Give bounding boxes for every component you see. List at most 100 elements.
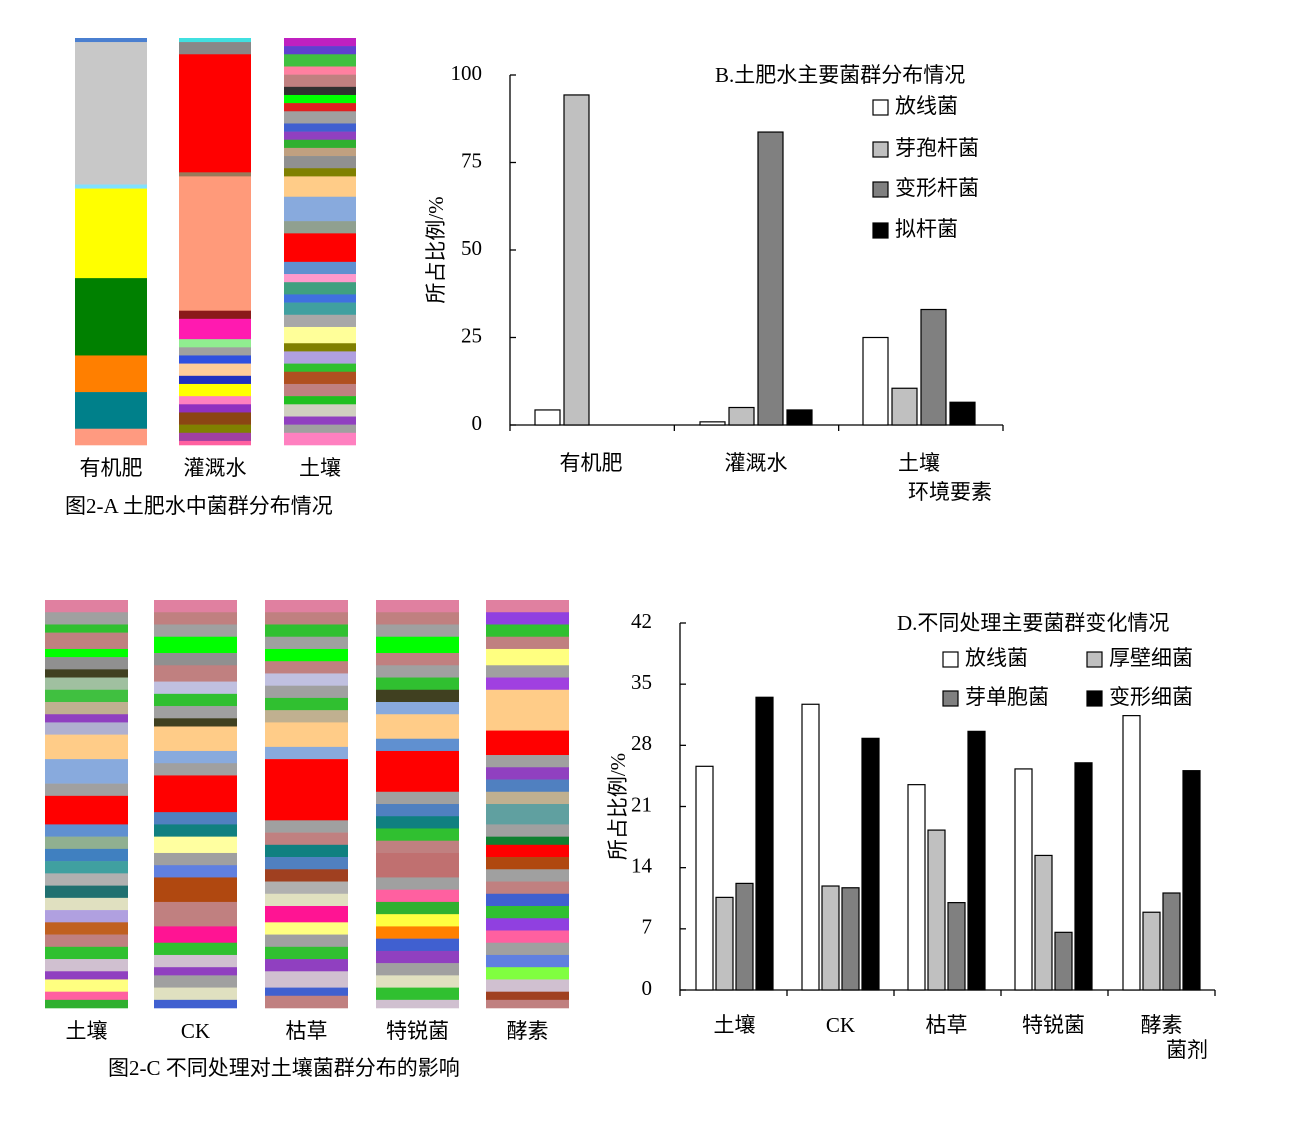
legend-swatch [942,651,959,668]
stripe [179,310,251,320]
stripe [376,828,459,842]
stripe [376,791,459,805]
y-tick-label: 21 [631,792,652,816]
y-tick-label: 42 [631,609,652,633]
stripe [486,767,569,780]
stripe [265,971,348,988]
stripe [45,873,128,886]
stripe [179,383,251,397]
stripe [376,877,459,890]
bar [920,308,947,426]
y-tick-label: 0 [472,411,483,435]
category-label: 有机肥 [560,451,623,475]
stripe [486,677,569,691]
stripe [486,918,569,931]
stripe [45,922,128,935]
stripe [284,282,356,295]
legend-label: 变形细菌 [1109,685,1193,709]
stripe [265,934,348,948]
stripe [179,339,251,348]
stripe [75,38,147,43]
category-label: 特锐菌 [386,1019,449,1043]
stripe [284,196,356,222]
stripe [179,432,251,442]
stripe [45,657,128,670]
stripe [265,844,348,858]
category-label: 酵素 [1141,1013,1183,1037]
y-tick-label: 14 [631,853,653,877]
stripe [265,857,348,870]
bar [786,409,813,426]
bar [715,896,734,991]
stripe [75,188,147,279]
bar [1014,768,1033,991]
legend-label: 变形杆菌 [895,176,979,200]
stripe [45,897,128,911]
stripe [75,184,147,189]
stripe [284,147,356,157]
stripe [284,363,356,373]
stripe [265,600,348,613]
bar [1054,931,1073,991]
stripe [284,432,356,446]
stripe [376,750,459,793]
bar [1142,911,1161,991]
stripe [284,94,356,104]
legend-label: 芽单胞菌 [965,685,1049,709]
stripe [154,681,237,695]
stripe [179,347,251,356]
stripe [154,967,237,976]
stripe [45,624,128,633]
caption: 图2-A 土肥水中菌群分布情况 [65,494,333,518]
stripe [179,424,251,434]
stripe [284,123,356,132]
category-label: 灌溉水 [184,456,247,480]
stripe [45,836,128,850]
stripe [45,648,128,658]
stripe [376,665,459,678]
category-label: 枯草 [286,1019,328,1043]
y-axis-label: 所占比例/% [606,753,630,860]
stripe [376,914,459,927]
stripe [284,139,356,149]
stripe [486,906,569,919]
stripe [376,738,459,752]
stripe [284,396,356,405]
legend-label: 芽孢杆菌 [895,136,979,160]
stripe [284,176,356,198]
stripe [376,840,459,854]
stripe [154,726,237,752]
stripe [284,66,356,75]
bar [1034,854,1053,991]
stripe [154,718,237,727]
bar [927,829,946,991]
stripe [284,351,356,364]
stripe [284,131,356,141]
chart-title: B.土肥水主要菌群分布情况 [715,63,965,87]
caption: 图2-C 不同处理对土壤菌群分布的影响 [108,1056,460,1080]
stripe [284,383,356,397]
category-label: 灌溉水 [725,451,788,475]
stripe [376,624,459,638]
y-axis-label: 所占比例/% [424,196,448,303]
stripe [179,404,251,413]
stripe [75,355,147,393]
stripe [284,404,356,417]
y-tick-label: 100 [451,61,483,85]
stripe [486,930,569,944]
stripe [154,706,237,719]
stripe [284,424,356,434]
bar [861,737,880,991]
stripe [45,714,128,723]
stripe [45,824,128,837]
stripe [284,371,356,385]
stripe [179,176,251,311]
stripe [284,261,356,275]
stripe [154,636,237,654]
bar [735,882,754,991]
legend-swatch [872,141,889,158]
stripe [486,991,569,1001]
stripe [154,812,237,825]
bar [947,902,966,991]
stripe [486,804,569,825]
